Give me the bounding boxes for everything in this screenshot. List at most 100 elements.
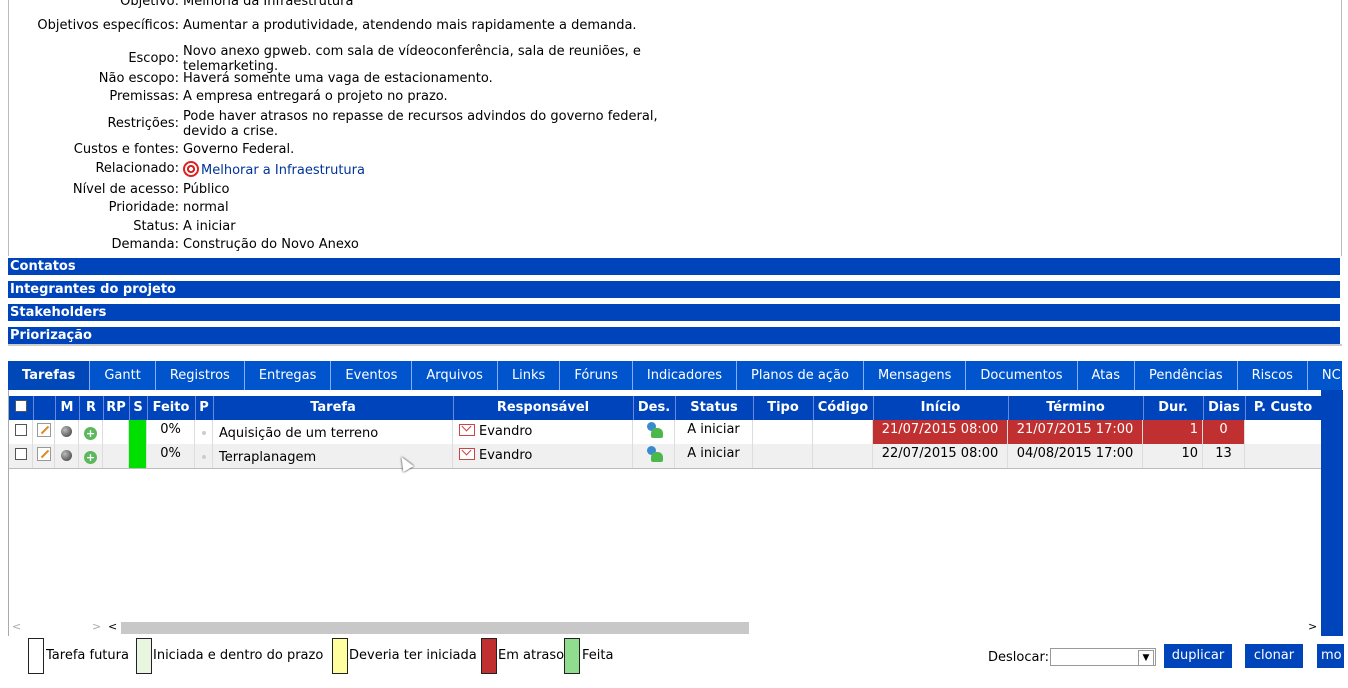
scroll-right-icon[interactable]: > bbox=[92, 620, 102, 633]
tab-pendencias[interactable]: Pendências bbox=[1135, 361, 1238, 390]
mail-icon[interactable] bbox=[459, 448, 475, 460]
scroll-left-icon[interactable]: < bbox=[12, 620, 22, 633]
tab-documentos[interactable]: Documentos bbox=[966, 361, 1078, 390]
detail-nivel-acesso: Nível de acesso: Público bbox=[72, 182, 230, 197]
mail-icon[interactable] bbox=[459, 424, 475, 436]
deslocar-select[interactable]: ▼ bbox=[1050, 648, 1156, 666]
status-ball-icon bbox=[55, 444, 79, 468]
cell-dias: 0 bbox=[1203, 420, 1245, 444]
detail-custos: Custos e fontes: Governo Federal. bbox=[73, 142, 295, 157]
legend-swatch-started bbox=[136, 638, 152, 674]
col-feito: Feito bbox=[147, 396, 196, 420]
add-icon[interactable]: + bbox=[79, 444, 103, 468]
legend-swatch-should-start bbox=[332, 638, 348, 674]
table-row[interactable]: + 0% Terraplanagem Evandro A iniciar 22/… bbox=[9, 444, 1321, 469]
scrollbar-thumb[interactable] bbox=[121, 622, 749, 634]
horizontal-scrollbar[interactable]: < > < > bbox=[8, 620, 1320, 636]
tab-registros[interactable]: Registros bbox=[156, 361, 245, 390]
task-grid: M R RP S Feito P Tarefa Responsável Des.… bbox=[8, 390, 1343, 636]
detail-restricoes: Restrições: Pode haver atrasos no repasse… bbox=[107, 109, 658, 139]
col-des: Des. bbox=[633, 396, 676, 420]
legend-label: Em atraso bbox=[498, 648, 565, 663]
col-codigo: Código bbox=[813, 396, 874, 420]
legend: Tarefa futura Iniciada e dentro do prazo… bbox=[8, 636, 1344, 676]
select-all-checkbox[interactable] bbox=[9, 396, 34, 420]
detail-relacionado: Relacionado: Melhorar a Infraestrutura bbox=[95, 161, 365, 178]
people-icon[interactable] bbox=[633, 420, 675, 444]
tab-foruns[interactable]: Fóruns bbox=[560, 361, 633, 390]
col-responsavel: Responsável bbox=[453, 396, 634, 420]
task-link[interactable]: Terraplanagem bbox=[213, 444, 453, 468]
col-edit bbox=[33, 396, 56, 420]
section-stakeholders[interactable]: Stakeholders bbox=[8, 304, 1340, 321]
legend-label: Iniciada e dentro do prazo bbox=[153, 648, 324, 663]
deslocar-label: Deslocar: bbox=[988, 650, 1049, 665]
priority-dot-icon bbox=[195, 420, 213, 444]
scroll-left-icon[interactable]: < bbox=[108, 620, 118, 633]
chevron-down-icon[interactable]: ▼ bbox=[1138, 650, 1154, 666]
grid-header: M R RP S Feito P Tarefa Responsável Des.… bbox=[9, 396, 1321, 420]
col-r: R bbox=[79, 396, 104, 420]
row-checkbox[interactable] bbox=[9, 420, 33, 444]
legend-swatch-future bbox=[28, 638, 44, 674]
tab-tarefas[interactable]: Tarefas bbox=[8, 361, 91, 390]
task-link[interactable]: Aquisição de um terreno bbox=[213, 420, 453, 444]
add-icon[interactable]: + bbox=[79, 420, 103, 444]
tab-riscos[interactable]: Riscos bbox=[1238, 361, 1308, 390]
tab-entregas[interactable]: Entregas bbox=[245, 361, 332, 390]
cell-status: A iniciar bbox=[675, 444, 753, 468]
cell-responsavel[interactable]: Evandro bbox=[453, 444, 633, 468]
legend-swatch-done bbox=[564, 638, 580, 674]
cell-status: A iniciar bbox=[675, 420, 753, 444]
cell-rp bbox=[103, 444, 129, 468]
clonar-button[interactable]: clonar bbox=[1245, 644, 1303, 668]
cell-codigo bbox=[813, 444, 873, 468]
legend-label: Deveria ter iniciada bbox=[349, 648, 477, 663]
cell-responsavel[interactable]: Evandro bbox=[453, 420, 633, 444]
tab-nc[interactable]: NC bbox=[1308, 361, 1342, 390]
cell-rp bbox=[103, 420, 129, 444]
cell-p-custo bbox=[1245, 420, 1321, 444]
duplicar-button[interactable]: duplicar bbox=[1164, 644, 1232, 668]
section-integrantes[interactable]: Integrantes do projeto bbox=[8, 281, 1340, 298]
cell-dur: 10 bbox=[1143, 444, 1203, 468]
cell-tipo bbox=[753, 444, 813, 468]
col-status: Status bbox=[675, 396, 754, 420]
cell-termino: 21/07/2015 17:00 bbox=[1008, 420, 1143, 444]
mover-button[interactable]: mo bbox=[1317, 644, 1344, 668]
cell-inicio: 21/07/2015 08:00 bbox=[873, 420, 1008, 444]
cell-tipo bbox=[753, 420, 813, 444]
related-link[interactable]: Melhorar a Infraestrutura bbox=[201, 163, 365, 178]
section-priorizacao[interactable]: Priorização bbox=[8, 327, 1340, 344]
col-termino: Término bbox=[1008, 396, 1144, 420]
detail-nao-escopo: Não escopo: Haverá somente uma vaga de es… bbox=[98, 71, 493, 86]
col-s: S bbox=[129, 396, 148, 420]
tab-indicadores[interactable]: Indicadores bbox=[633, 361, 738, 390]
edit-icon[interactable] bbox=[33, 420, 55, 444]
scroll-right-icon[interactable]: > bbox=[1308, 620, 1318, 633]
tab-arquivos[interactable]: Arquivos bbox=[412, 361, 498, 390]
legend-label: Feita bbox=[582, 648, 614, 663]
tab-mensagens[interactable]: Mensagens bbox=[864, 361, 967, 390]
tab-eventos[interactable]: Eventos bbox=[331, 361, 413, 390]
section-contatos[interactable]: Contatos bbox=[8, 258, 1340, 275]
col-p-custo: P. Custo bbox=[1253, 400, 1313, 415]
target-icon bbox=[183, 161, 199, 177]
tab-bar: Tarefas Gantt Registros Entregas Eventos… bbox=[8, 361, 1342, 390]
tab-planos-acao[interactable]: Planos de ação bbox=[737, 361, 864, 390]
cell-p-custo bbox=[1245, 444, 1321, 468]
tab-atas[interactable]: Atas bbox=[1078, 361, 1136, 390]
edit-icon[interactable] bbox=[33, 444, 55, 468]
table-row[interactable]: + 0% Aquisição de um terreno Evandro A i… bbox=[9, 420, 1321, 445]
tab-links[interactable]: Links bbox=[498, 361, 561, 390]
col-rp: RP bbox=[103, 396, 130, 420]
detail-premissas: Premissas: A empresa entregará o projeto … bbox=[109, 89, 448, 104]
cell-dias: 13 bbox=[1203, 444, 1245, 468]
row-checkbox[interactable] bbox=[9, 444, 33, 468]
people-icon[interactable] bbox=[633, 444, 675, 468]
col-dias: Dias bbox=[1203, 396, 1246, 420]
tab-gantt[interactable]: Gantt bbox=[90, 361, 156, 390]
cell-dur: 1 bbox=[1143, 420, 1203, 444]
project-details: Objetivo: Melhoria da Infraestrutura Obje… bbox=[8, 0, 1342, 256]
